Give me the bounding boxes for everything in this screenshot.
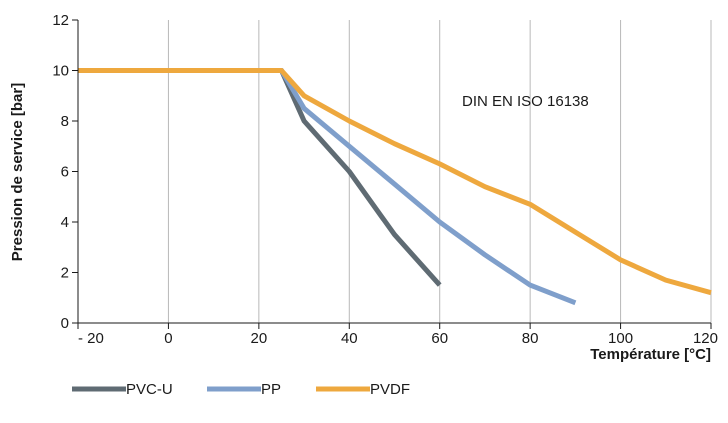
x-tick-label: 100 xyxy=(608,330,633,347)
x-tick-label: 60 xyxy=(431,330,448,347)
x-tick-label: 0 xyxy=(164,330,172,347)
y-tick-label: 10 xyxy=(52,63,69,80)
legend-label: PVDF xyxy=(370,381,410,398)
legend-item-pvdf: PVDF xyxy=(316,381,410,398)
axes xyxy=(77,20,711,324)
legend-label: PVC-U xyxy=(126,381,173,398)
legend-label: PP xyxy=(261,381,281,398)
x-tick-label: 80 xyxy=(522,330,539,347)
legend-item-pvc-u: PVC-U xyxy=(72,381,173,398)
y-axis-ticks: 0 2 4 6 8 10 12 xyxy=(52,12,78,332)
series-line-pp xyxy=(78,68,577,306)
y-tick-label: 4 xyxy=(61,214,69,231)
x-tick-label: 40 xyxy=(341,330,358,347)
x-axis-label: Température [°C] xyxy=(590,346,711,363)
series-lines xyxy=(78,68,712,306)
chart-annotation: DIN EN ISO 16138 xyxy=(462,93,589,110)
x-axis-ticks: - 20 0 20 40 60 80 100 120 xyxy=(77,323,718,347)
y-tick-label: 2 xyxy=(61,265,69,282)
y-tick-label: 12 xyxy=(52,12,69,29)
y-tick-label: 0 xyxy=(61,315,69,332)
series-line-pvdf xyxy=(78,68,712,296)
x-tick-label: 120 xyxy=(693,330,718,347)
y-tick-label: 6 xyxy=(61,164,69,181)
grid-lines xyxy=(167,20,712,323)
y-tick-label: 8 xyxy=(61,113,69,130)
y-axis-label: Pression de service [bar] xyxy=(9,83,26,261)
legend: PVC-U PP PVDF xyxy=(72,381,410,398)
x-tick-label: 20 xyxy=(251,330,268,347)
x-tick-label: - 20 xyxy=(78,330,104,347)
legend-item-pp: PP xyxy=(207,381,281,398)
